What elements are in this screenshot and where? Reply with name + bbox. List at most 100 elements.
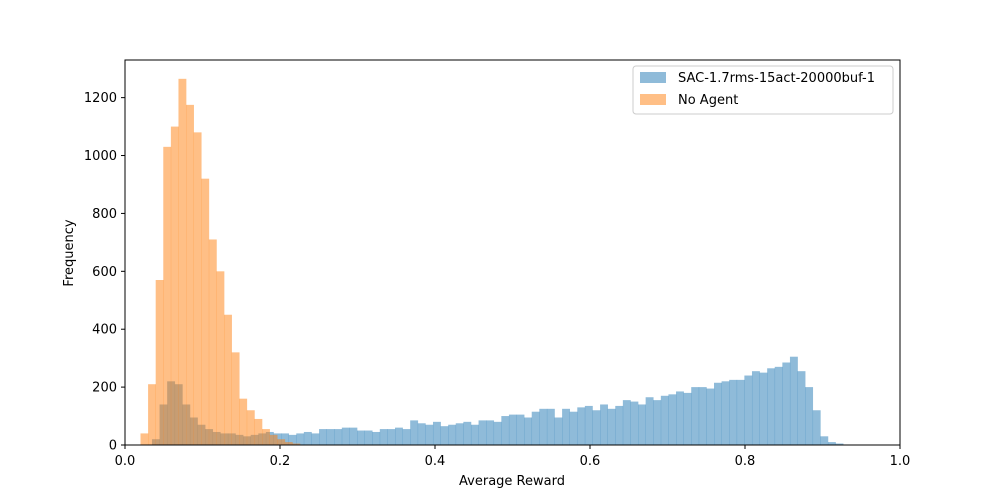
- histogram-bar-series-0: [751, 371, 760, 445]
- x-tick-label: 0.2: [270, 454, 291, 469]
- histogram-bar-series-0: [820, 436, 829, 445]
- legend-label-no-agent: No Agent: [678, 93, 738, 108]
- histogram-bar-series-1: [269, 434, 278, 445]
- histogram-bar-series-1: [155, 280, 164, 445]
- histogram-bar-series-0: [706, 388, 715, 445]
- histogram-bar-series-0: [805, 387, 814, 445]
- histogram-bar-series-0: [349, 427, 358, 445]
- histogram-bar-series-1: [292, 443, 301, 445]
- histogram-bar-series-0: [630, 401, 639, 445]
- histogram-bar-series-0: [714, 382, 722, 445]
- histogram-bar-series-0: [463, 421, 472, 445]
- histogram-bar-series-1: [239, 398, 248, 445]
- histogram-bar-series-0: [470, 424, 479, 445]
- histogram-bar-series-1: [148, 384, 156, 445]
- histogram-bar-series-0: [516, 414, 525, 445]
- y-tick-label: 1200: [84, 91, 117, 106]
- histogram-bar-series-0: [782, 362, 791, 445]
- x-axis-ticks: 0.0 0.2 0.4 0.6 0.8 1.0: [115, 445, 911, 469]
- histogram-bar-series-1: [224, 314, 232, 445]
- histogram-bar-series-0: [357, 430, 365, 445]
- histogram-bar-series-1: [163, 146, 172, 445]
- histogram-bar-series-1: [201, 178, 210, 445]
- bars-layer: [140, 78, 844, 446]
- x-tick-label: 0.4: [425, 454, 446, 469]
- histogram-bar-series-0: [296, 433, 305, 445]
- legend-swatch-no-agent: [640, 94, 666, 105]
- histogram-bar-series-0: [744, 375, 753, 445]
- histogram-bar-series-0: [767, 368, 776, 445]
- histogram-bar-series-0: [607, 408, 616, 445]
- y-tick-label: 400: [92, 323, 117, 338]
- histogram-bar-series-1: [262, 429, 270, 445]
- histogram-bar-series-0: [827, 442, 836, 445]
- histogram-bar-series-0: [288, 434, 297, 445]
- histogram-bar-series-0: [440, 426, 449, 445]
- histogram-bar-series-0: [683, 392, 692, 445]
- histogram-bar-series-0: [478, 420, 487, 445]
- histogram-bar-series-0: [508, 414, 517, 445]
- histogram-bar-series-0: [319, 429, 327, 445]
- histogram-bar-series-0: [653, 400, 662, 445]
- legend: SAC-1.7rms-15act-20000buf-1 No Agent: [632, 65, 894, 115]
- histogram-bar-series-1: [216, 271, 225, 445]
- histogram-bar-series-0: [501, 416, 510, 445]
- histogram-bar-series-1: [277, 439, 286, 445]
- histogram-bar-series-0: [395, 427, 403, 445]
- y-tick-label: 200: [92, 381, 117, 396]
- histogram-bar-series-0: [577, 407, 586, 445]
- histogram-bar-series-0: [379, 429, 388, 445]
- histogram-bar-series-0: [812, 410, 821, 445]
- y-tick-label: 0: [109, 439, 117, 454]
- y-tick-label: 800: [92, 207, 117, 222]
- histogram-bar-series-1: [186, 104, 194, 446]
- histogram-bar-series-0: [569, 411, 578, 445]
- histogram-bar-series-0: [372, 431, 381, 445]
- y-axis-label: Frequency: [62, 219, 77, 286]
- histogram-bar-series-1: [170, 126, 179, 445]
- histogram-bar-series-0: [448, 424, 457, 445]
- histogram-bar-series-0: [759, 372, 768, 445]
- histogram-bar-series-0: [736, 379, 745, 445]
- histogram-bar-series-0: [432, 421, 441, 445]
- x-tick-label: 1.0: [890, 454, 911, 469]
- histogram-bar-series-0: [797, 371, 806, 445]
- plot-frame: [124, 59, 901, 446]
- histogram-bar-series-0: [402, 429, 411, 445]
- y-axis-ticks: 0 200 400 600 800 1000 1200: [84, 91, 125, 454]
- histogram-bar-series-0: [486, 420, 495, 445]
- y-tick-label: 600: [92, 265, 117, 280]
- histogram-bar-series-0: [668, 394, 677, 445]
- y-tick-label: 1000: [84, 149, 117, 164]
- histogram-bar-series-0: [410, 420, 419, 445]
- histogram-bar-series-0: [835, 443, 844, 445]
- histogram-bar-series-0: [417, 423, 426, 445]
- histogram-bar-series-0: [774, 366, 783, 445]
- histogram-bar-series-0: [539, 408, 548, 445]
- histogram-bar-series-0: [334, 429, 343, 445]
- histogram-bar-series-0: [546, 408, 555, 445]
- histogram-bar-series-0: [660, 395, 669, 445]
- x-tick-label: 0.0: [115, 454, 136, 469]
- histogram-bar-series-0: [698, 387, 707, 445]
- histogram-bar-series-0: [493, 421, 502, 445]
- histogram-bar-series-0: [425, 424, 434, 445]
- histogram-bar-series-1: [254, 418, 263, 445]
- histogram-bar-series-0: [364, 430, 373, 445]
- histogram-bar-series-1: [231, 352, 240, 445]
- legend-label-sac: SAC-1.7rms-15act-20000buf-1: [678, 71, 875, 86]
- histogram-bar-series-1: [178, 78, 187, 445]
- x-tick-label: 0.8: [735, 454, 756, 469]
- histogram-bar-series-1: [284, 442, 293, 445]
- histogram-bar-series-0: [721, 381, 730, 445]
- histogram-bar-series-0: [638, 404, 646, 445]
- histogram-bar-series-1: [140, 433, 149, 445]
- histogram-bar-series-0: [554, 417, 563, 445]
- histogram-bar-series-0: [311, 433, 320, 445]
- histogram-bar-series-0: [729, 379, 738, 445]
- histogram-bar-series-0: [455, 423, 464, 445]
- histogram-bar-series-0: [615, 405, 624, 445]
- histogram-bar-series-0: [691, 387, 700, 445]
- histogram-bar-series-1: [208, 239, 217, 445]
